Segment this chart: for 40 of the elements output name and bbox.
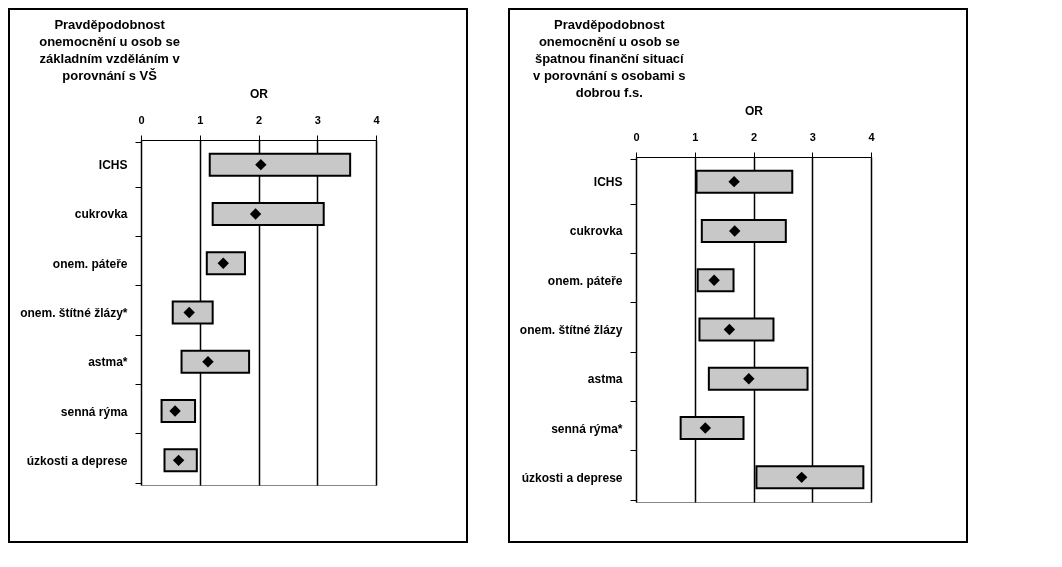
y-tick-label: ICHS [98,158,128,173]
point [249,208,262,220]
y-tick-label: onem. štítné žlázy* [20,306,128,320]
y-tick-label: cukrovka [569,224,623,239]
point [699,422,712,434]
y-tick-label: onem. páteře [547,273,623,288]
x-axis-title: OR [745,103,764,118]
bar [163,448,198,473]
bar [205,251,246,276]
y-tick-label: úzkosti a deprese [521,470,623,485]
chart-title: Pravděpodobnost onemocnění u osob se základním vzděláním v porovnání s VŠ [39,17,181,83]
x-tick-label: 4 [373,113,381,126]
point [723,323,736,336]
point [743,373,755,385]
y-tick-label: astma* [88,355,128,370]
y-tick-label: cukrovka [74,207,128,222]
x-tick-label: 1 [197,113,204,126]
x-tick-label: 2 [255,113,263,126]
point [729,225,741,237]
y-tick-label: senná rýma [60,404,128,419]
x-tick-label: 3 [809,130,816,143]
y-tick-label: astma [587,372,623,387]
point [795,471,808,484]
x-tick-label: 4 [868,130,876,143]
x-axis-title: OR [250,86,269,101]
chart-title: Pravděpodobnost onemocnění u osob se špatnou finanční situací v porovnání s osobami s dobrou f.s. [533,17,686,100]
bar [160,399,197,424]
point [255,158,267,171]
x-tick-label: 2 [750,130,758,143]
x-tick-label: 0 [138,113,145,126]
y-tick-label: onem. štítné žlázy [519,323,623,337]
point [728,175,740,188]
x-tick-label: 0 [633,130,640,143]
y-tick-label: senná rýma* [551,421,623,436]
y-tick-label: ICHS [593,175,623,190]
y-tick-label: onem. páteře [52,256,128,271]
x-tick-label: 1 [692,130,699,143]
x-tick-label: 3 [314,113,321,126]
point [202,356,214,368]
y-tick-label: úzkosti a deprese [26,453,128,468]
